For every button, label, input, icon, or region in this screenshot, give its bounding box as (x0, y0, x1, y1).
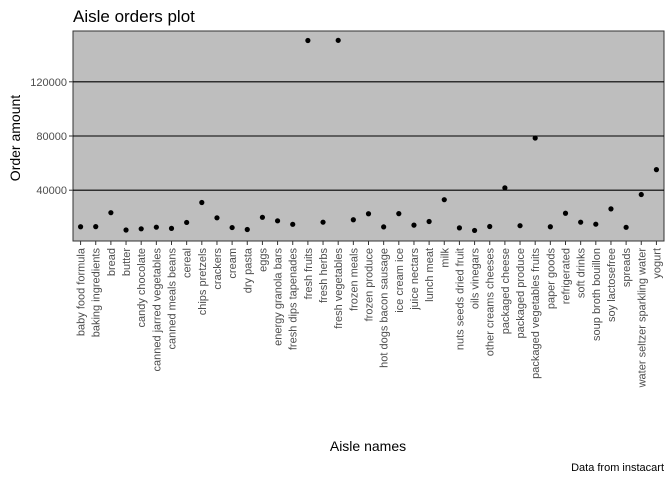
x-tick-label: soup broth bouillon (591, 248, 603, 341)
x-tick-label: packaged produce (515, 248, 527, 339)
data-point (168, 225, 175, 231)
x-tick-label: bread (106, 248, 118, 276)
x-tick-label: refrigerated (561, 248, 573, 304)
data-point (229, 224, 235, 231)
x-tick-label: fresh herbs (318, 248, 330, 304)
x-tick-label: canned jarred vegetables (151, 248, 163, 372)
x-tick-label: energy granola bars (273, 248, 285, 346)
gridlines (73, 81, 664, 191)
x-tick-label: fresh dips tapenades (288, 248, 300, 351)
y-axis-label: Order amount (7, 95, 23, 181)
data-point (653, 167, 660, 173)
data-point (290, 221, 296, 227)
data-point (396, 211, 402, 217)
x-tick-label: cereal (182, 248, 194, 278)
x-tick-label: soft drinks (576, 248, 588, 299)
data-point (487, 223, 493, 230)
x-tick-label: oils vinegars (470, 248, 482, 310)
x-tick-label: juice nectars (409, 248, 421, 311)
chart-caption: Data from instacart (571, 462, 664, 474)
data-points (77, 37, 660, 234)
x-tick-label: eggs (257, 248, 269, 272)
x-tick-label: fresh vegetables (333, 248, 345, 329)
x-tick-label: canned meals beans (167, 248, 179, 350)
x-tick-label: yogurt (651, 248, 663, 279)
chart-title: Aisle orders plot (73, 7, 195, 26)
x-axis-ticks: baby food formula baking ingredients bread… (76, 241, 663, 389)
data-point (214, 215, 220, 221)
y-tick-label: 80000 (36, 131, 67, 143)
data-point (350, 217, 356, 223)
data-point (426, 218, 432, 225)
y-axis-ticks: 40000 80000 120000 (30, 77, 73, 197)
data-point (365, 211, 372, 217)
data-point (502, 185, 508, 191)
data-point (335, 37, 341, 43)
data-point (593, 221, 599, 227)
x-tick-label: lunch meat (424, 248, 436, 302)
data-point (623, 224, 629, 230)
data-point (244, 226, 250, 233)
x-tick-label: ice cream ice (394, 248, 406, 313)
data-point (320, 219, 326, 225)
data-point (153, 224, 159, 230)
x-tick-label: soy lactosefree (606, 248, 618, 322)
x-tick-label: frozen produce (364, 248, 376, 321)
data-point (274, 218, 281, 224)
x-tick-label: packaged cheese (500, 248, 512, 334)
y-tick-label: 120000 (30, 77, 67, 89)
data-point (77, 224, 84, 230)
x-tick-label: milk (439, 248, 451, 268)
x-tick-label: spreads (621, 248, 633, 288)
x-tick-label: candy chocolate (136, 248, 148, 328)
data-point (441, 197, 447, 203)
data-point (381, 224, 387, 230)
data-point (517, 223, 523, 229)
x-tick-label: hot dogs bacon sausage (379, 248, 391, 368)
data-point (93, 224, 99, 230)
data-point (108, 210, 114, 216)
x-tick-label: paper goods (545, 248, 557, 310)
data-point (259, 214, 266, 220)
x-tick-label: dry pasta (242, 247, 254, 293)
x-tick-label: baking ingredients (91, 248, 103, 338)
data-point (411, 222, 417, 228)
x-tick-label: chips pretzels (197, 248, 209, 316)
x-tick-label: water seltzer sparkling water (636, 248, 648, 389)
data-point (123, 227, 129, 233)
x-tick-label: crackers (212, 248, 224, 290)
x-tick-label: nuts seeds dried fruit (454, 248, 466, 350)
x-tick-label: baby food formula (76, 247, 88, 336)
data-point (638, 191, 644, 198)
x-tick-label: butter (121, 248, 133, 276)
data-point (547, 224, 553, 230)
data-point (199, 199, 205, 206)
data-point (608, 206, 614, 212)
data-point (138, 226, 144, 232)
x-tick-label: other creams cheeses (485, 248, 497, 357)
data-point (562, 210, 569, 216)
data-point (471, 227, 478, 234)
data-point (456, 225, 463, 231)
x-axis-label: Aisle names (330, 438, 406, 454)
data-point (184, 219, 190, 226)
data-point (578, 219, 584, 225)
x-tick-label: cream (227, 248, 239, 279)
data-point (532, 135, 538, 141)
x-tick-label: packaged vegetables fruits (530, 248, 542, 379)
data-point (305, 37, 311, 44)
x-tick-label: frozen meals (348, 248, 360, 311)
y-tick-label: 40000 (36, 185, 67, 197)
x-tick-label: fresh fruits (303, 248, 315, 300)
